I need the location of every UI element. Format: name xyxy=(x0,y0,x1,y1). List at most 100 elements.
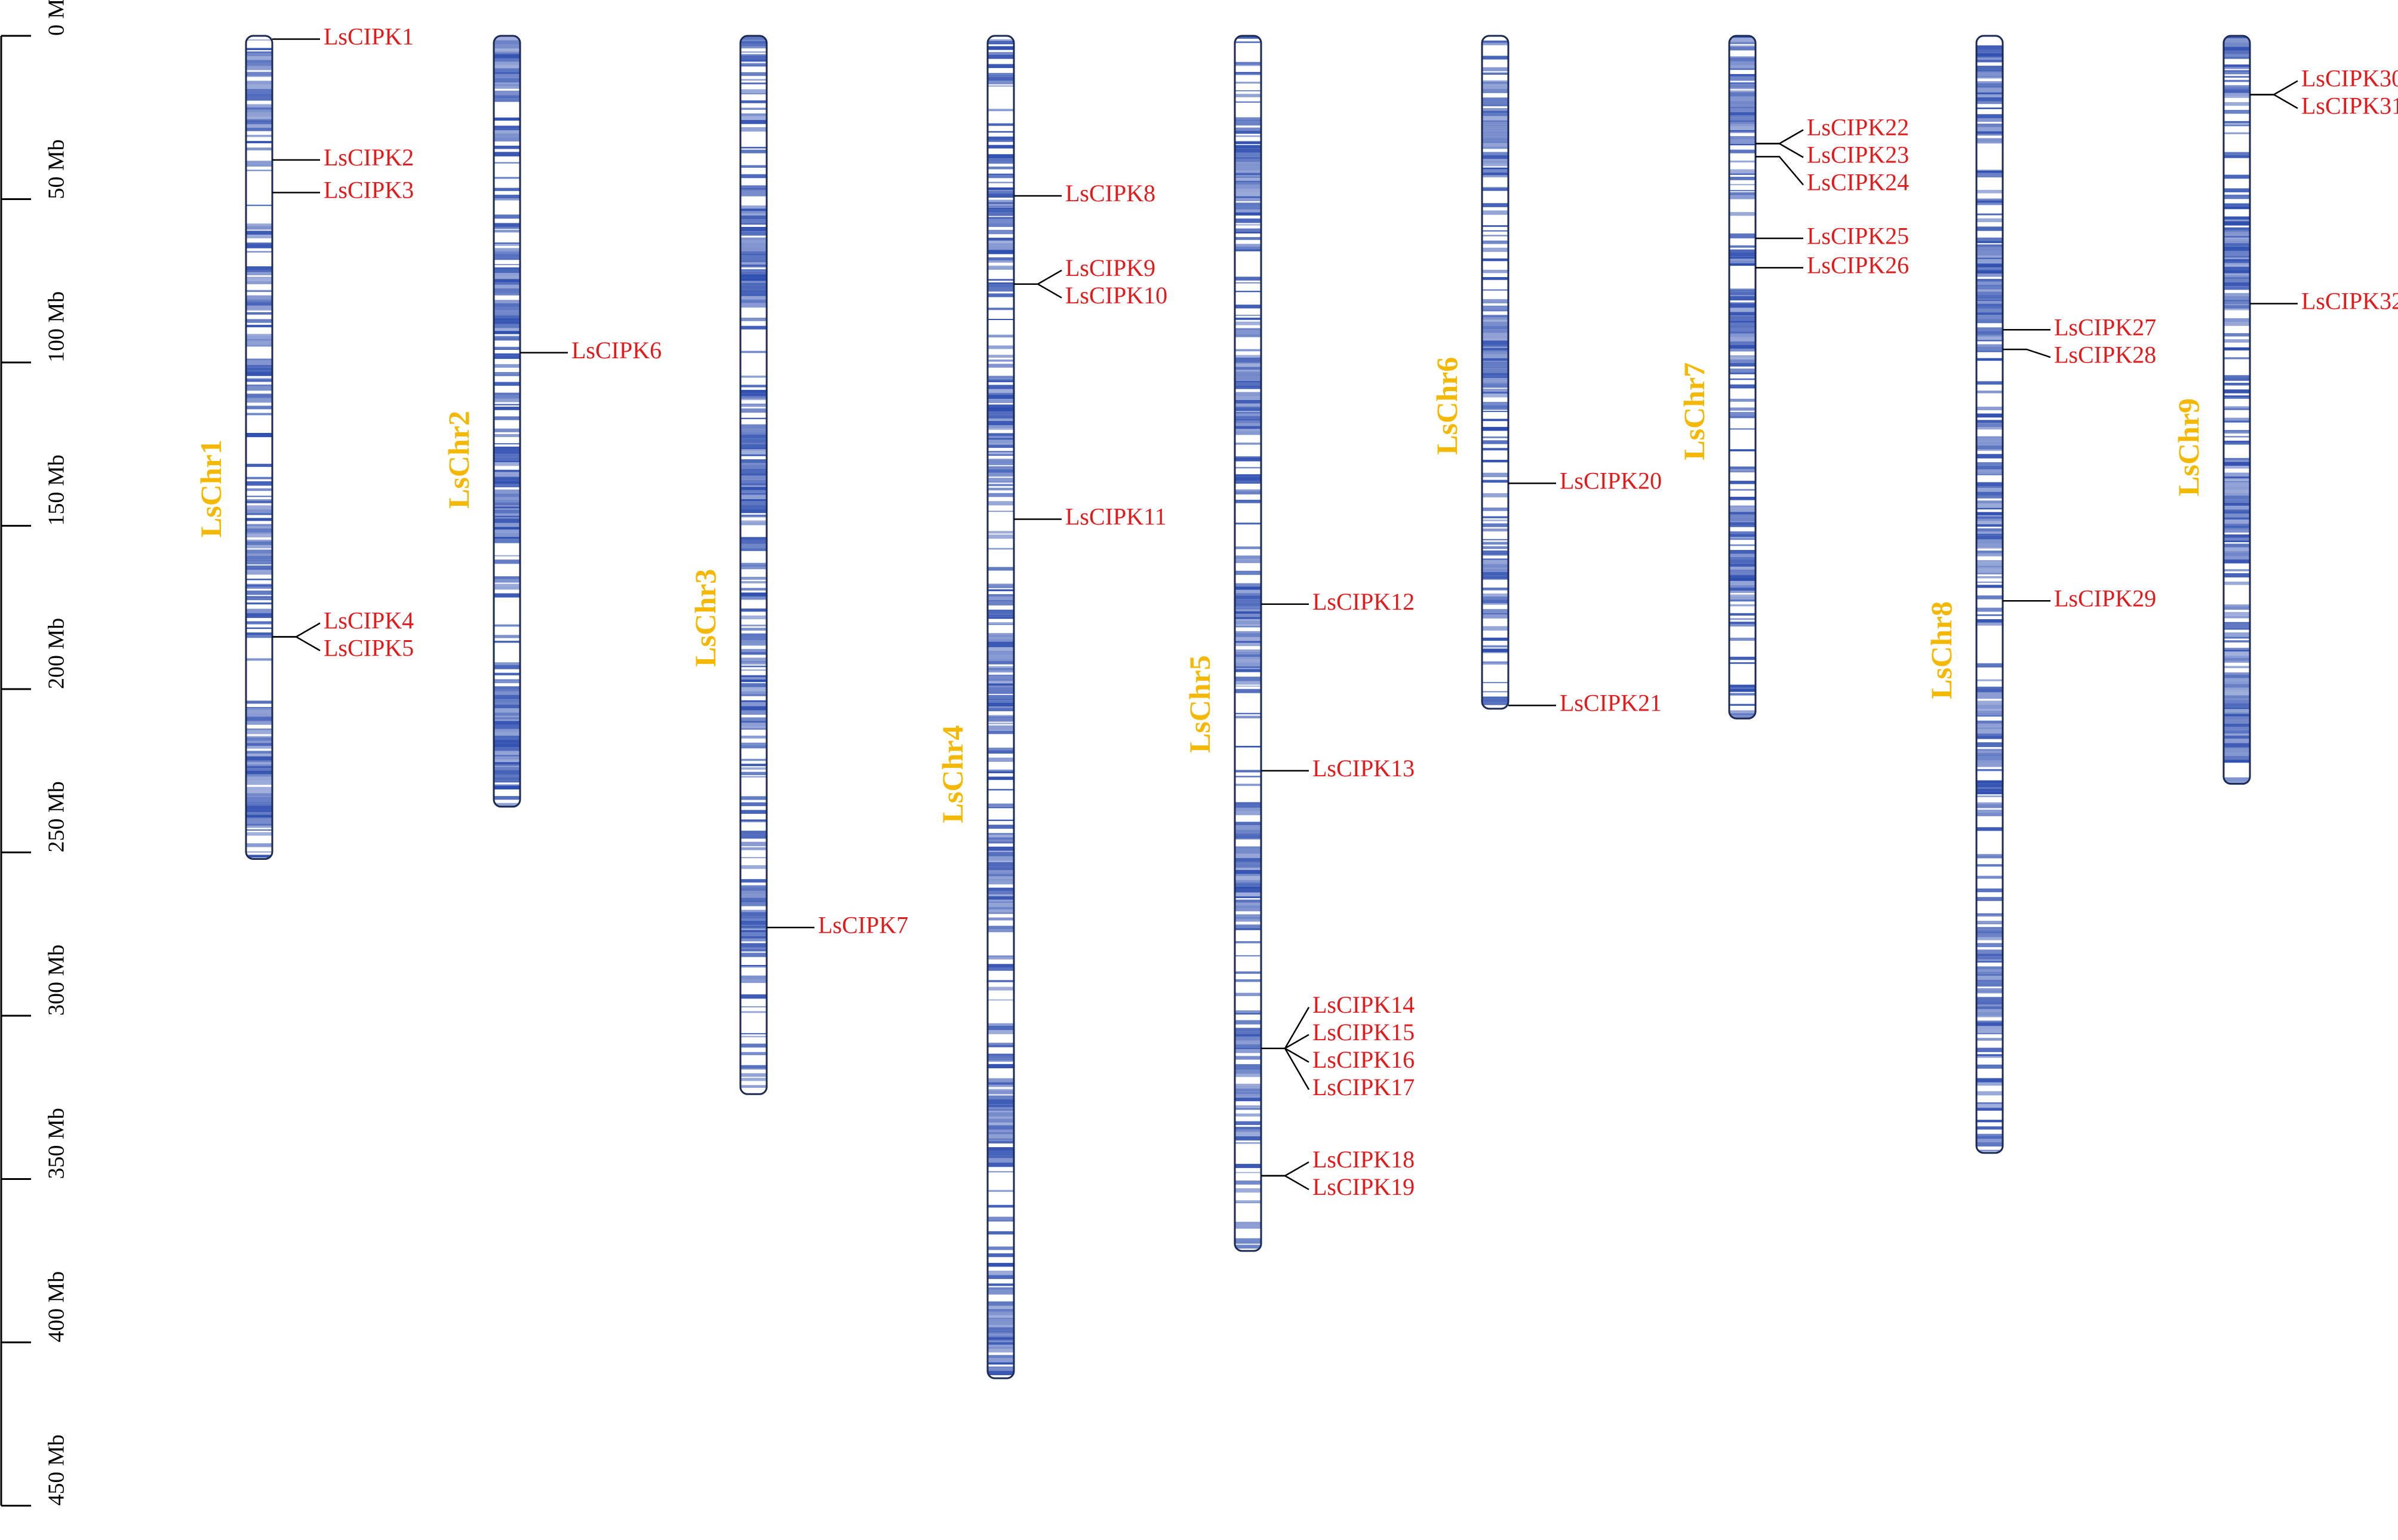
gene-marker-lscipk3: LsCIPK3 xyxy=(272,177,414,204)
chromosome-bands xyxy=(1235,36,1261,1251)
gene-connector xyxy=(1756,143,1804,158)
gene-marker-lscipk23: LsCIPK23 xyxy=(1756,142,1909,168)
chromosome-lschr5: LsChr5 xyxy=(1183,35,1262,1252)
gene-marker-lscipk19: LsCIPK19 xyxy=(1261,1173,1415,1200)
chromosome-lschr7: LsChr7 xyxy=(1677,35,1757,720)
chromosome-label: LsChr5 xyxy=(1183,655,1216,753)
gene-marker-lscipk8: LsCIPK8 xyxy=(1014,180,1155,207)
chromosome-lschr2: LsChr2 xyxy=(442,35,521,808)
gene-marker-lscipk11: LsCIPK11 xyxy=(1014,503,1167,530)
chromosome-bands xyxy=(494,36,520,807)
chromosome-outline xyxy=(245,35,273,860)
gene-label: LsCIPK14 xyxy=(1312,991,1415,1018)
gene-marker-lscipk28: LsCIPK28 xyxy=(2003,341,2156,368)
gene-marker-lscipk4: LsCIPK4 xyxy=(272,607,414,638)
gene-label: LsCIPK16 xyxy=(1312,1046,1415,1073)
gene-connector xyxy=(2250,94,2298,109)
scale-tick-label: 450 Mb xyxy=(44,1434,69,1505)
gene-label: LsCIPK31 xyxy=(2301,93,2398,119)
gene-label: LsCIPK28 xyxy=(2054,341,2156,368)
chromosome-lschr9: LsChr9 xyxy=(2172,35,2251,785)
gene-marker-lscipk15: LsCIPK15 xyxy=(1261,1019,1415,1049)
gene-label: LsCIPK25 xyxy=(1807,222,1909,249)
gene-label: LsCIPK9 xyxy=(1065,254,1155,281)
chromosome-bands xyxy=(1482,36,1508,709)
gene-label: LsCIPK26 xyxy=(1807,252,1909,279)
chromosome-outline xyxy=(986,35,1015,1379)
chromosome-lschr8: LsChr8 xyxy=(1924,35,2004,1154)
gene-connector xyxy=(272,622,321,638)
gene-marker-lscipk26: LsCIPK26 xyxy=(1756,252,1909,279)
gene-label: LsCIPK18 xyxy=(1312,1146,1415,1173)
chromosome-outline xyxy=(493,35,521,808)
gene-label: LsCIPK29 xyxy=(2054,585,2156,611)
gene-connector xyxy=(1261,1175,1309,1191)
gene-marker-lscipk17: LsCIPK17 xyxy=(1261,1047,1415,1101)
chromosome-bands xyxy=(2224,36,2250,784)
chromosome-label: LsChr8 xyxy=(1924,601,1958,699)
gene-label: LsCIPK2 xyxy=(324,144,414,171)
chromosome-outline xyxy=(2222,35,2251,785)
gene-label: LsCIPK24 xyxy=(1807,169,1909,196)
gene-marker-lscipk18: LsCIPK18 xyxy=(1261,1146,1415,1177)
gene-marker-lscipk9: LsCIPK9 xyxy=(1014,254,1155,285)
gene-connector xyxy=(1756,129,1804,145)
gene-connector xyxy=(1261,1047,1309,1063)
chromosome-bands xyxy=(1729,36,1756,719)
chromosome-lschr4: LsChr4 xyxy=(936,35,1015,1379)
chromosome-outline xyxy=(1975,35,2004,1154)
gene-marker-lscipk25: LsCIPK25 xyxy=(1756,222,1909,249)
scale-tick-label: 400 Mb xyxy=(44,1271,69,1342)
gene-marker-lscipk5: LsCIPK5 xyxy=(272,635,414,662)
gene-label: LsCIPK13 xyxy=(1312,755,1415,782)
chromosome-bands xyxy=(740,36,767,1095)
gene-label: LsCIPK32 xyxy=(2301,288,2398,315)
gene-marker-lscipk16: LsCIPK16 xyxy=(1261,1046,1415,1073)
chromosome-lschr6: LsChr6 xyxy=(1430,35,1509,710)
gene-label: LsCIPK20 xyxy=(1560,468,1662,494)
scale-tick-label: 150 Mb xyxy=(44,454,69,525)
gene-label: LsCIPK11 xyxy=(1065,503,1167,530)
scale-tick-label: 0 Mb xyxy=(44,0,69,36)
chromosome-label: LsChr3 xyxy=(688,569,722,667)
chromosome-outline xyxy=(739,35,768,1095)
chromosome-outline xyxy=(1481,35,1509,710)
gene-marker-lscipk24: LsCIPK24 xyxy=(1756,156,1909,196)
chromosomes: LsChr1 LsChr2 LsChr3 LsChr4 LsChr5 LsChr6 LsCh… xyxy=(194,35,2251,1379)
gene-marker-lscipk12: LsCIPK12 xyxy=(1261,588,1415,615)
chromosome-lschr1: LsChr1 xyxy=(194,35,273,860)
gene-marker-lscipk22: LsCIPK22 xyxy=(1756,114,1909,145)
gene-label: LsCIPK5 xyxy=(324,635,414,662)
chromosome-label: LsChr7 xyxy=(1677,362,1711,460)
scale-tick-label: 100 Mb xyxy=(44,291,69,362)
scale-tick-label: 250 Mb xyxy=(44,781,69,852)
chromosome-label: LsChr6 xyxy=(1430,357,1464,455)
gene-connector xyxy=(1261,1034,1309,1049)
gene-connector xyxy=(272,636,321,651)
gene-label: LsCIPK17 xyxy=(1312,1074,1415,1101)
gene-label: LsCIPK22 xyxy=(1807,114,1909,141)
gene-marker-lscipk29: LsCIPK29 xyxy=(2003,585,2156,611)
chromosome-label: LsChr9 xyxy=(2172,398,2205,496)
chromosome-lschr3: LsChr3 xyxy=(688,35,768,1095)
gene-marker-lscipk31: LsCIPK31 xyxy=(2250,93,2398,119)
gene-label: LsCIPK30 xyxy=(2301,65,2398,92)
gene-connector xyxy=(1261,1161,1309,1177)
gene-label: LsCIPK27 xyxy=(2054,313,2156,340)
gene-label: LsCIPK12 xyxy=(1312,588,1415,615)
scale-tick-label: 50 Mb xyxy=(44,139,69,199)
gene-connector xyxy=(1756,156,1804,186)
gene-label: LsCIPK21 xyxy=(1560,690,1662,717)
gene-label: LsCIPK23 xyxy=(1807,142,1909,168)
gene-connector xyxy=(1014,283,1062,299)
gene-marker-lscipk20: LsCIPK20 xyxy=(1508,468,1662,494)
scale-tick-label: 300 Mb xyxy=(44,945,69,1016)
scale-tick-label: 200 Mb xyxy=(44,618,69,689)
chromosome-bands xyxy=(988,36,1014,1379)
scale-tick-label: 350 Mb xyxy=(44,1108,69,1179)
gene-marker-lscipk6: LsCIPK6 xyxy=(520,337,662,364)
gene-connector xyxy=(2250,80,2298,96)
chromosome-outline xyxy=(1234,35,1262,1252)
